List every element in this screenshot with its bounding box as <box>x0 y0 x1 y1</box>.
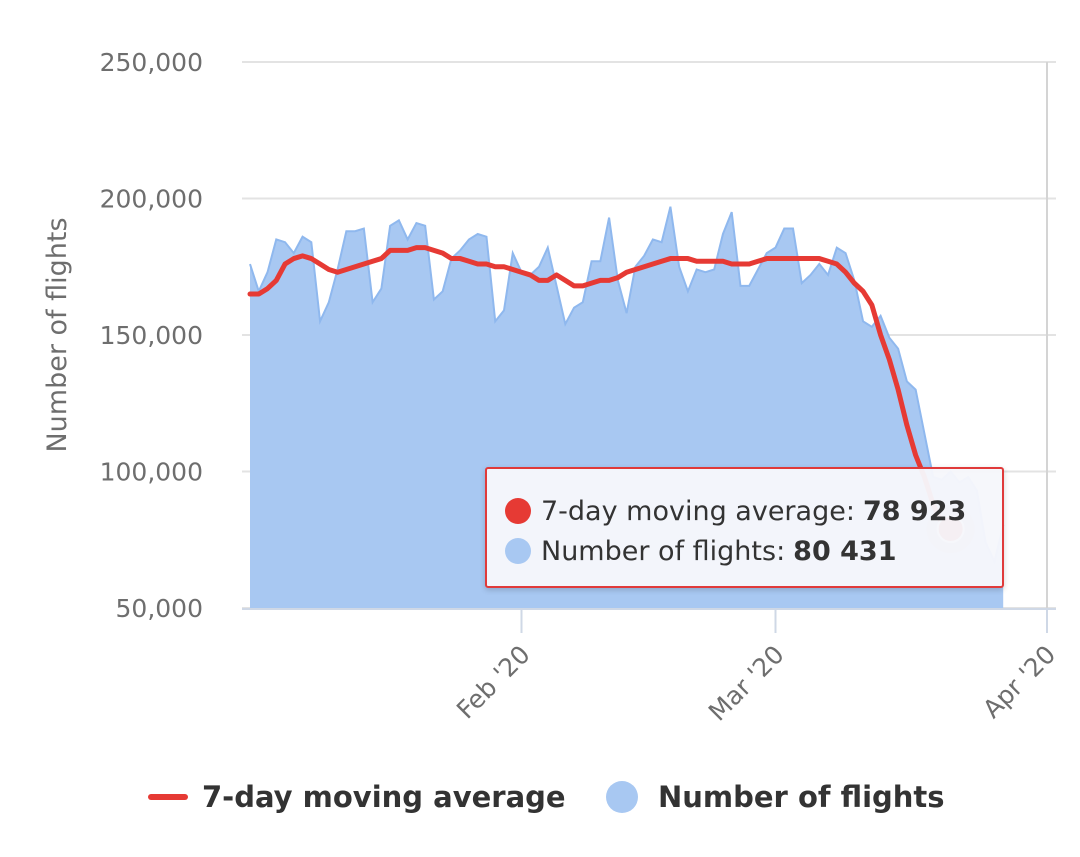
x-tick-label: Feb '20 <box>451 640 536 725</box>
circle-swatch-icon <box>606 781 638 813</box>
tooltip-average-value: 78 923 <box>862 495 967 527</box>
tooltip-row-average: 7-day moving average: 78 923 <box>505 491 1002 531</box>
tooltip-row-flights: Number of flights: 80 431 <box>505 531 1002 571</box>
average-dot-icon <box>505 498 531 524</box>
y-tick-label: 150,000 <box>100 321 203 350</box>
legend-label-average: 7-day moving average <box>202 780 566 814</box>
legend-label-flights: Number of flights <box>658 780 945 814</box>
line-swatch-icon <box>148 794 188 800</box>
tooltip-flights-label: Number of flights: <box>541 535 786 567</box>
flights-dot-icon <box>505 538 531 564</box>
y-tick-label: 250,000 <box>100 48 203 77</box>
x-tick-label: Apr '20 <box>977 640 1061 724</box>
x-tick-label: Mar '20 <box>703 640 790 727</box>
x-axis: Feb '20 Mar '20 Apr '20 <box>242 608 1061 727</box>
y-axis-title: Number of flights <box>42 217 73 452</box>
y-tick-label: 200,000 <box>100 185 203 214</box>
tooltip: 7-day moving average: 78 923 Number of f… <box>485 467 1004 588</box>
y-tick-label: 100,000 <box>100 458 203 487</box>
tooltip-average-label: 7-day moving average: <box>541 495 855 527</box>
moving-average-line <box>247 245 954 532</box>
moving-average-series[interactable] <box>247 245 954 532</box>
legend-item-flights[interactable]: Number of flights <box>606 775 945 819</box>
legend-item-average[interactable]: 7-day moving average <box>148 775 566 819</box>
legend: 7-day moving average Number of flights <box>0 775 1080 819</box>
y-axis: 50,000 100,000 150,000 200,000 250,000 <box>100 48 203 623</box>
tooltip-flights-value: 80 431 <box>793 535 897 567</box>
y-tick-label: 50,000 <box>116 594 203 623</box>
